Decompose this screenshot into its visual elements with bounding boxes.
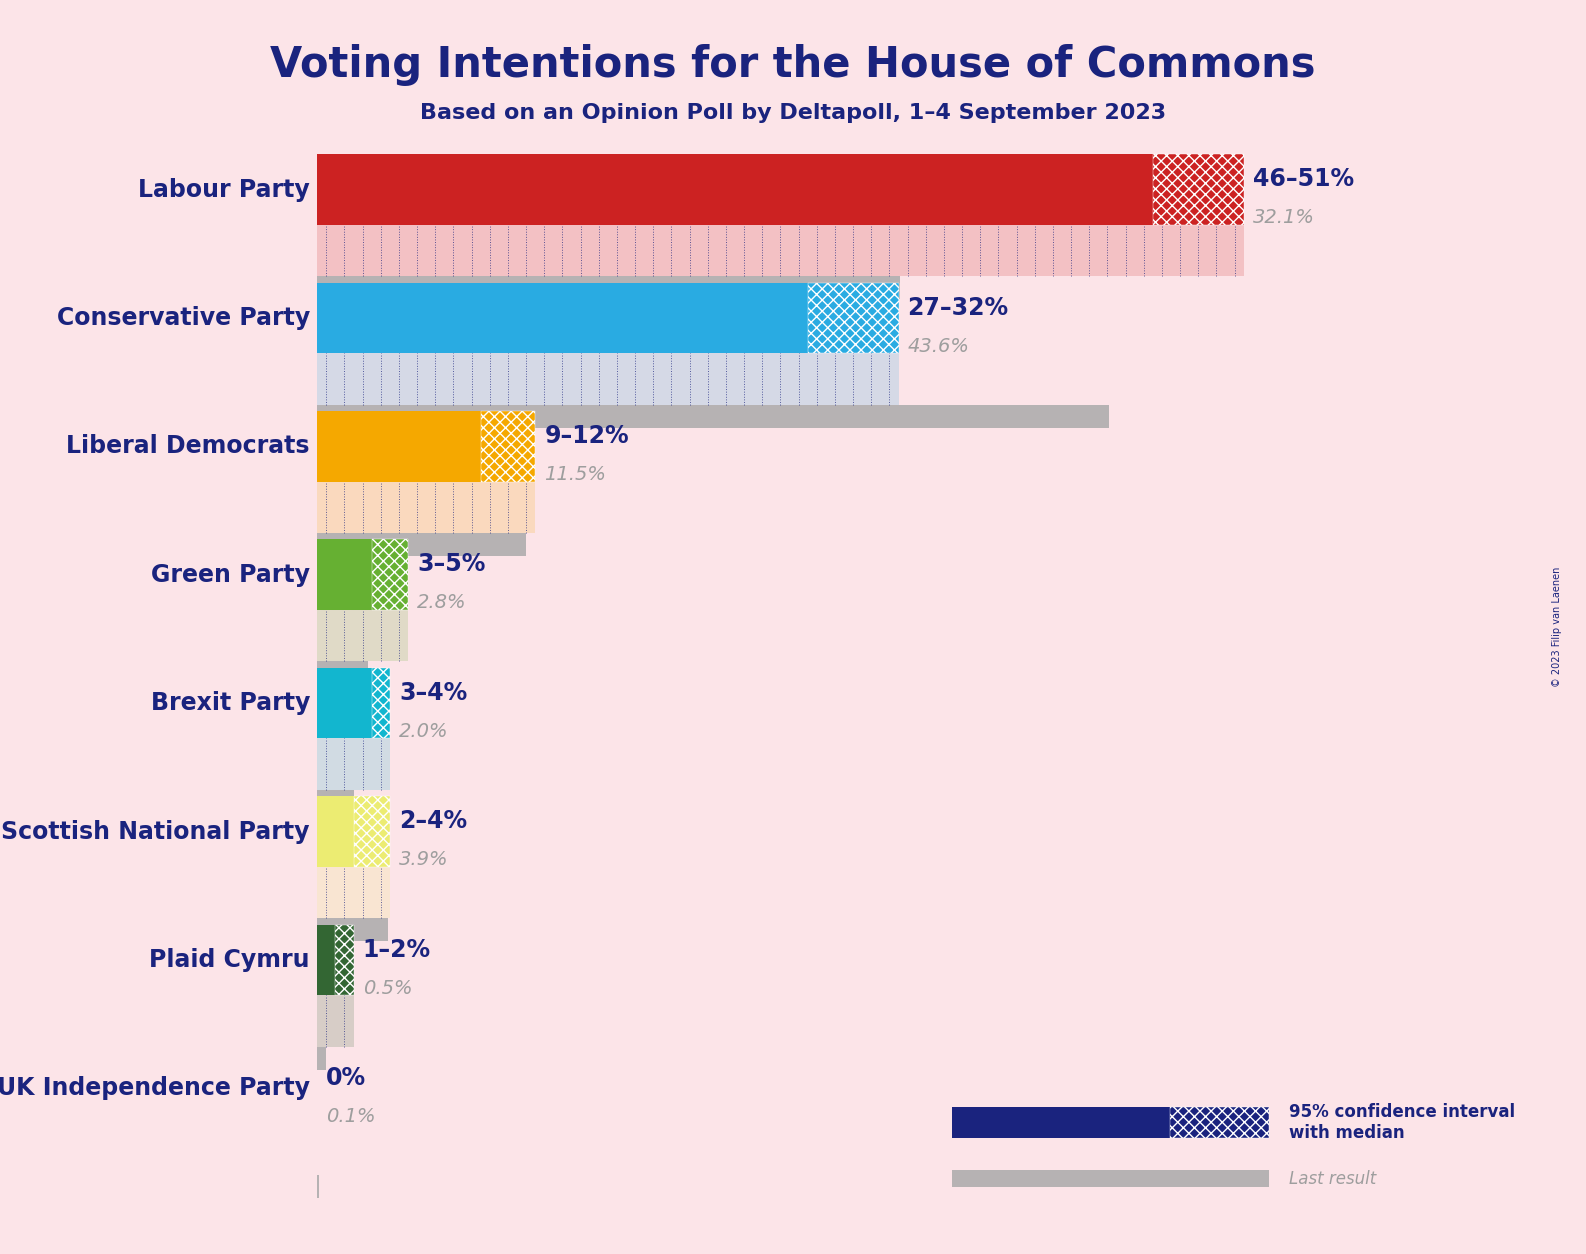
FancyBboxPatch shape (317, 609, 408, 661)
Bar (317, 411, 481, 482)
Bar (1153, 154, 1243, 224)
FancyBboxPatch shape (317, 482, 534, 533)
Text: 0%: 0% (327, 1066, 366, 1090)
Bar (317, 276, 901, 300)
Bar (354, 796, 390, 867)
FancyBboxPatch shape (317, 739, 390, 790)
Text: 11.5%: 11.5% (544, 465, 606, 484)
Text: Voting Intentions for the House of Commons: Voting Intentions for the House of Commo… (270, 44, 1316, 85)
Text: 2–4%: 2–4% (400, 809, 466, 833)
Bar (317, 796, 354, 867)
FancyBboxPatch shape (317, 224, 1243, 276)
Bar (1169, 1107, 1269, 1139)
Text: Labour Party: Labour Party (138, 178, 309, 202)
Text: 1–2%: 1–2% (363, 938, 431, 962)
Text: 0.5%: 0.5% (363, 978, 412, 998)
Text: © 2023 Filip van Laenen: © 2023 Filip van Laenen (1553, 567, 1562, 687)
FancyBboxPatch shape (317, 354, 899, 405)
Bar (371, 539, 408, 609)
Text: Based on an Opinion Poll by Deltapoll, 1–4 September 2023: Based on an Opinion Poll by Deltapoll, 1… (420, 103, 1166, 123)
Bar (317, 539, 371, 609)
Bar (481, 411, 534, 482)
Bar (317, 1175, 319, 1198)
Bar (335, 924, 354, 996)
Bar (317, 1047, 327, 1070)
Bar (371, 668, 390, 739)
Bar (317, 668, 371, 739)
Text: 95% confidence interval
with median: 95% confidence interval with median (1288, 1104, 1515, 1141)
Text: Conservative Party: Conservative Party (57, 306, 309, 330)
Text: 3–4%: 3–4% (400, 681, 468, 705)
Text: Liberal Democrats: Liberal Democrats (67, 434, 309, 459)
Text: 3–5%: 3–5% (417, 553, 485, 577)
Text: 2.0%: 2.0% (400, 722, 449, 741)
FancyBboxPatch shape (317, 996, 354, 1047)
Text: 9–12%: 9–12% (544, 424, 630, 448)
Text: 3.9%: 3.9% (400, 850, 449, 869)
Text: Last result: Last result (1288, 1170, 1377, 1188)
Text: Brexit Party: Brexit Party (151, 691, 309, 715)
Text: Plaid Cymru: Plaid Cymru (149, 948, 309, 972)
Text: Green Party: Green Party (151, 563, 309, 587)
Text: 0.1%: 0.1% (327, 1107, 376, 1126)
Text: Scottish National Party: Scottish National Party (2, 820, 309, 844)
Bar (317, 918, 389, 942)
Text: 32.1%: 32.1% (1253, 208, 1315, 227)
Text: UK Independence Party: UK Independence Party (0, 1076, 309, 1100)
Bar (952, 1170, 1269, 1188)
FancyBboxPatch shape (317, 867, 390, 918)
Text: 2.8%: 2.8% (417, 593, 466, 612)
Text: 43.6%: 43.6% (907, 337, 969, 356)
Text: 46–51%: 46–51% (1253, 167, 1354, 192)
Bar (317, 154, 1153, 224)
Bar (317, 924, 335, 996)
Bar (317, 790, 354, 813)
Bar (807, 282, 899, 354)
Bar (317, 533, 527, 556)
Bar (952, 1107, 1169, 1139)
Text: 27–32%: 27–32% (907, 296, 1009, 320)
Bar (317, 282, 807, 354)
Bar (317, 405, 1109, 428)
Bar (317, 661, 368, 685)
